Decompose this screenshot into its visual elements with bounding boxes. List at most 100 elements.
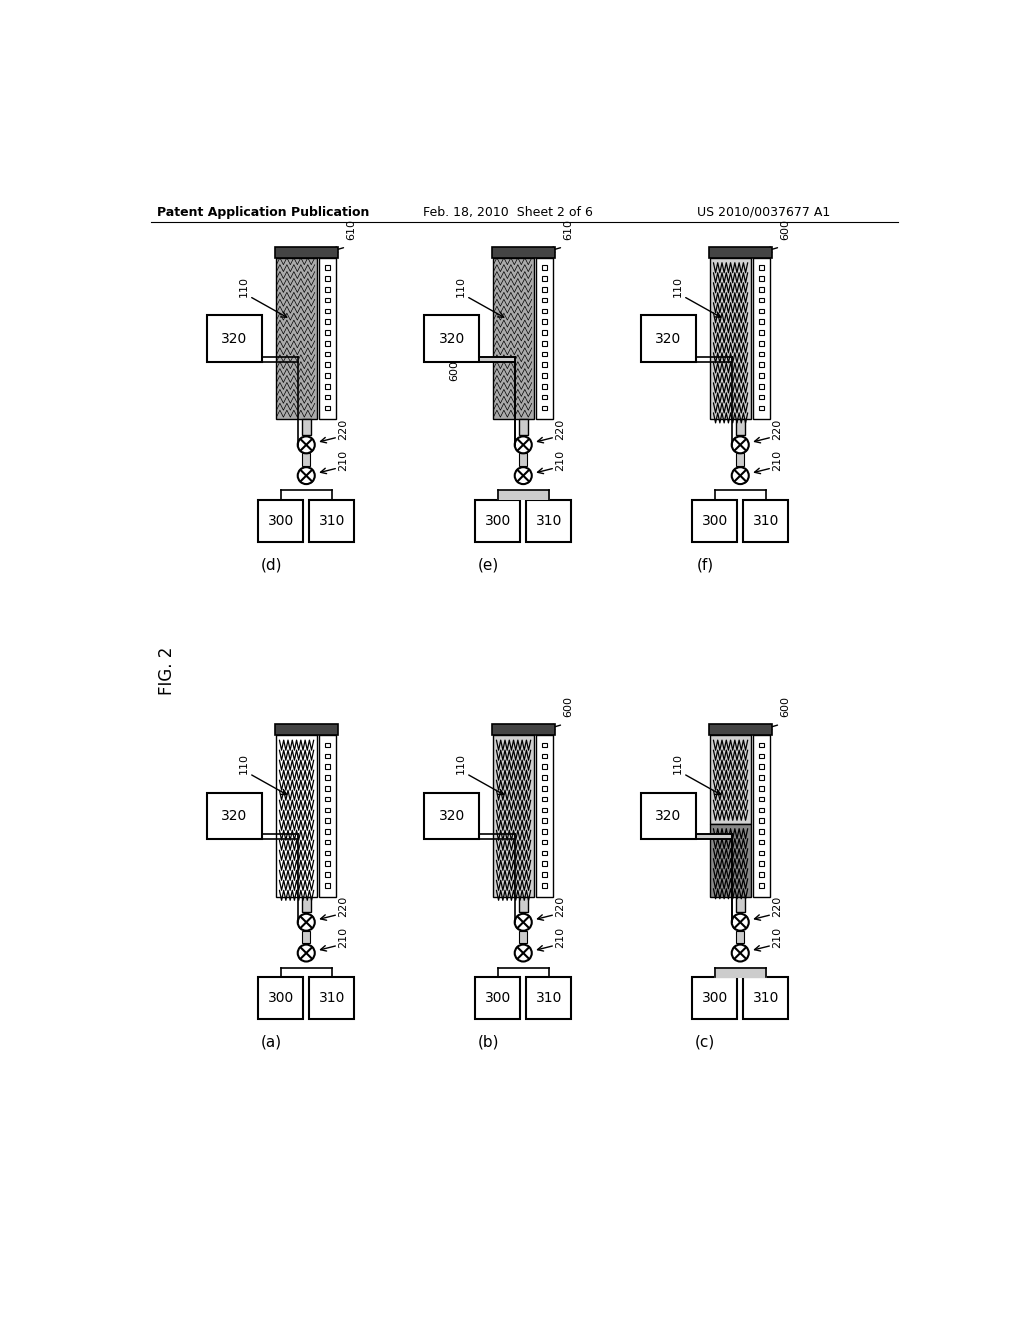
Bar [711, 257, 751, 420]
Bar [326, 330, 330, 335]
Text: 210: 210 [338, 927, 348, 948]
Bar [692, 499, 737, 541]
Text: 610: 610 [346, 219, 356, 240]
Bar [302, 931, 310, 942]
Bar [424, 793, 479, 840]
Bar [326, 785, 330, 791]
Text: 600: 600 [449, 359, 459, 380]
Bar [478, 358, 515, 362]
Bar [258, 499, 303, 541]
Bar [492, 247, 555, 257]
Bar [475, 977, 520, 1019]
Text: 320: 320 [655, 331, 682, 346]
Bar [492, 725, 555, 735]
Bar [326, 309, 330, 313]
Bar [326, 754, 330, 758]
Bar [543, 374, 547, 378]
Bar [258, 977, 303, 1019]
Bar [759, 405, 764, 411]
Bar [494, 735, 534, 896]
Text: 600: 600 [780, 219, 791, 240]
Text: US 2010/0037677 A1: US 2010/0037677 A1 [697, 206, 830, 219]
Bar [543, 276, 547, 281]
Text: 310: 310 [536, 991, 562, 1005]
Text: 610: 610 [563, 219, 573, 240]
Bar [543, 818, 547, 822]
Bar [543, 298, 547, 302]
Bar [543, 883, 547, 887]
Bar [543, 850, 547, 855]
Bar [759, 298, 764, 302]
Bar [543, 754, 547, 758]
Text: Feb. 18, 2010  Sheet 2 of 6: Feb. 18, 2010 Sheet 2 of 6 [423, 206, 593, 219]
Bar [543, 862, 547, 866]
Bar [326, 862, 330, 866]
Bar [543, 309, 547, 313]
Bar [759, 883, 764, 887]
Text: FIG. 2: FIG. 2 [158, 647, 176, 694]
Text: 300: 300 [267, 991, 294, 1005]
Bar [759, 319, 764, 323]
Text: 110: 110 [239, 754, 249, 774]
Text: 300: 300 [701, 991, 728, 1005]
Text: 600: 600 [780, 696, 791, 717]
Bar [759, 309, 764, 313]
Text: 110: 110 [673, 754, 683, 774]
Bar [274, 725, 338, 735]
Bar [735, 420, 744, 434]
Bar [543, 286, 547, 292]
Bar [319, 257, 336, 420]
Bar [326, 286, 330, 292]
Bar [759, 374, 764, 378]
Bar [326, 829, 330, 834]
Bar [759, 351, 764, 356]
Bar [759, 873, 764, 876]
Bar [759, 785, 764, 791]
Text: 210: 210 [772, 927, 781, 948]
Text: 310: 310 [536, 513, 562, 528]
Bar [759, 330, 764, 335]
Bar [759, 276, 764, 281]
Text: 320: 320 [438, 809, 465, 822]
Bar [641, 315, 696, 362]
Bar [518, 420, 528, 434]
Text: 320: 320 [221, 331, 248, 346]
Bar [759, 286, 764, 292]
Bar [759, 384, 764, 388]
Text: (f): (f) [696, 557, 714, 573]
Text: (e): (e) [478, 557, 499, 573]
Bar [326, 743, 330, 747]
Bar [759, 797, 764, 801]
Bar [711, 735, 751, 824]
Text: 220: 220 [555, 896, 564, 917]
Bar [759, 764, 764, 770]
Text: 300: 300 [267, 513, 294, 528]
Text: Patent Application Publication: Patent Application Publication [158, 206, 370, 219]
Bar [326, 276, 330, 281]
Bar [326, 319, 330, 323]
Bar [326, 883, 330, 887]
Bar [543, 808, 547, 812]
Bar [695, 834, 732, 840]
Bar [759, 754, 764, 758]
Bar [709, 725, 772, 735]
Bar [326, 374, 330, 378]
Bar [309, 977, 354, 1019]
Text: 110: 110 [456, 276, 466, 297]
Bar [759, 818, 764, 822]
Bar [326, 797, 330, 801]
Bar [759, 850, 764, 855]
Text: 320: 320 [221, 809, 248, 822]
Bar [536, 257, 553, 420]
Bar [753, 735, 770, 896]
Bar [274, 247, 338, 257]
Bar [302, 896, 311, 912]
Bar [326, 850, 330, 855]
Bar [475, 499, 520, 541]
Bar [543, 351, 547, 356]
Text: 220: 220 [555, 418, 564, 440]
Text: 600: 600 [563, 696, 573, 717]
Bar [759, 341, 764, 346]
Text: 210: 210 [555, 927, 564, 948]
Bar [519, 931, 527, 942]
